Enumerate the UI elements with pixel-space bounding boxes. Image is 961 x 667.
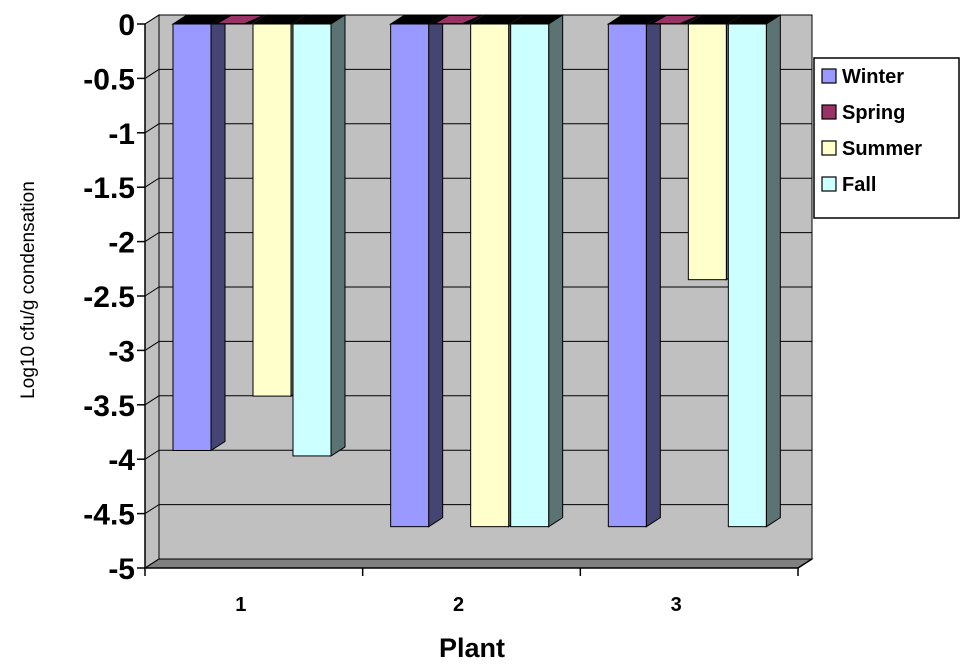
bar [171,14,227,452]
gridline [144,286,812,297]
gridline [144,395,812,406]
bar-front-face [172,23,212,451]
bar-top-face [654,16,697,23]
y-tick-label: -5 [108,553,135,586]
legend-swatch [821,140,837,156]
gridline [144,449,812,460]
y-tick-label: 0 [118,9,135,42]
bar-front-face [470,23,510,528]
y-tick-label: -3.5 [83,390,135,423]
gridline [144,177,812,188]
gridlines [144,14,812,569]
bar-side-face [548,14,564,528]
bar [726,14,783,528]
y-tick-label: -2.5 [83,281,135,314]
bar [508,14,565,528]
bar-side-face [765,14,781,528]
bar [428,14,485,25]
bar-front-face [390,23,430,528]
gridline [144,504,812,515]
y-tick-label: -2 [108,227,135,260]
gridline [144,340,812,351]
axes [137,23,813,576]
gridline [144,232,812,243]
bar [388,14,445,528]
legend-box [813,57,960,219]
y-tick-label: -1.5 [83,172,135,205]
bar [211,14,267,25]
legend-entry: Winter [842,66,904,88]
bar-front-face [510,23,550,528]
gridline [144,558,812,569]
gridline [144,68,812,79]
bar [606,14,663,528]
legend: Winter Spring Summer Fall [813,57,960,219]
legend-entry: Spring [842,102,905,124]
y-tick-label: -1 [108,118,135,151]
bar-side-face [210,14,226,452]
legend-swatch [821,176,837,192]
x-tick-labels: 1 2 3 [235,594,681,616]
legend-entry: Fall [842,174,876,196]
y-tick-labels: 0 -0.5 -1 -1.5 -2 -2.5 -3 -3.5 -4 -4.5 -5 [83,9,135,586]
floor [143,558,814,569]
floor-edge [797,558,813,569]
bar [468,14,525,528]
y-tick-label: -4 [108,444,135,477]
y-tick-label: -0.5 [83,63,135,96]
bar-top-face [436,16,479,23]
bar-front-face [687,23,727,281]
bar-side-face [428,14,444,528]
bar-top-face [219,16,261,23]
y-axis-label: Log10 cfu/g condensation [18,181,39,399]
gridline [144,14,812,25]
legend-entry: Summer [842,138,922,160]
legend-swatch [821,68,837,84]
x-axis-label: Plant [439,633,505,663]
bar [291,14,347,457]
bar [646,14,703,25]
bar-front-face [252,23,292,397]
x-tick-label: 1 [235,594,246,616]
x-tick-label: 2 [453,594,464,616]
y-tick-label: -4.5 [83,499,135,532]
bar-front-face [607,23,647,528]
bar-side-face [645,14,661,528]
bar-front-face [292,23,332,457]
y-tick-label: -3 [108,335,135,368]
gridline [144,123,812,134]
bars [171,14,783,528]
x-tick-label: 3 [671,594,682,616]
bar-front-face [727,23,767,528]
bar-side-face [330,14,346,457]
legend-swatch [821,104,837,120]
